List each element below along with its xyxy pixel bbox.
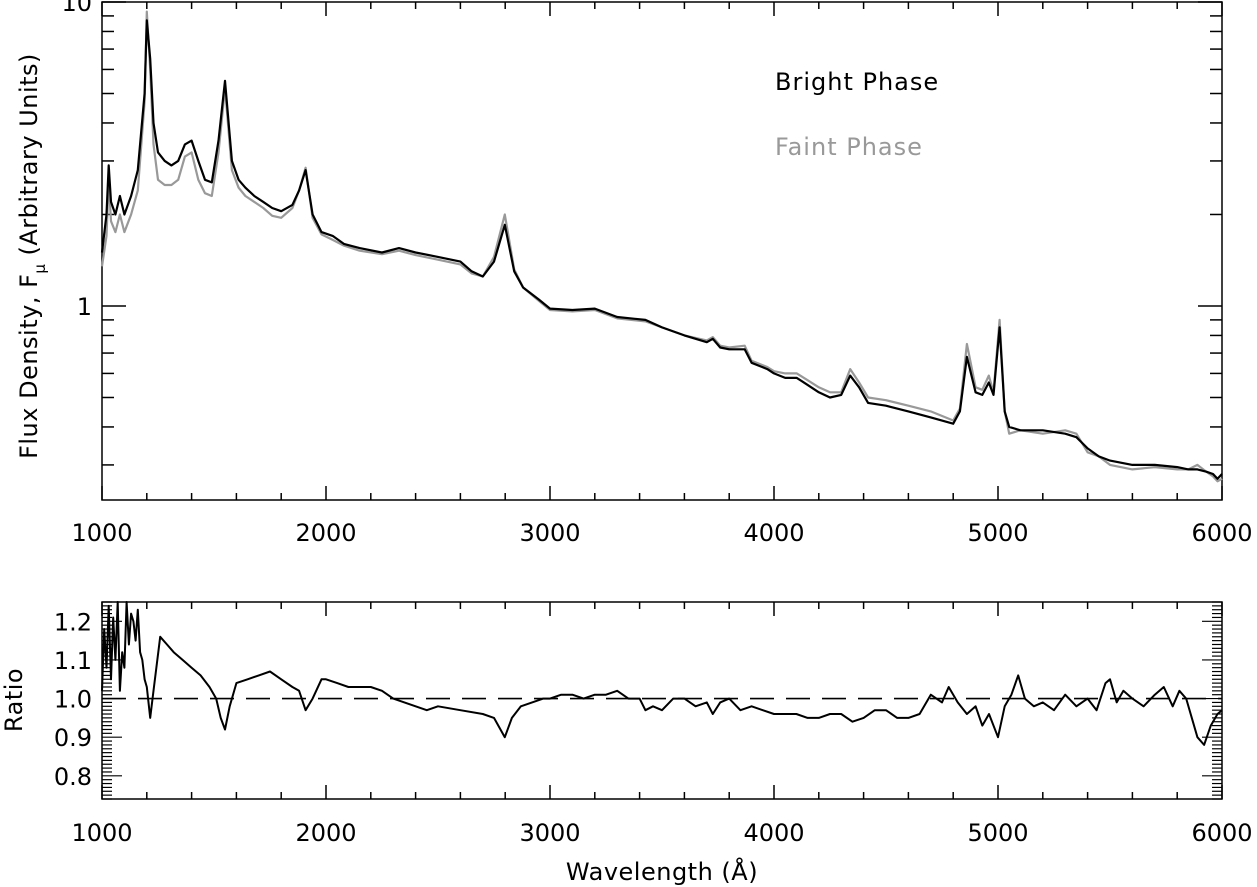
ylabel-main: Flux Density, F (15, 274, 43, 459)
bright-phase-line (100, 19, 1223, 480)
x-tick-label: 5000 (967, 519, 1028, 547)
ratio-line (101, 601, 1223, 746)
spectrum-tick-labels: 1000 2000 3000 4000 5000 6000 1 10 (61, 0, 1252, 547)
x-tick-label: 4000 (743, 519, 804, 547)
ratio-y-axis-title: Ratio (0, 668, 28, 732)
x-tick-label: 4000 (743, 819, 804, 847)
spectrum-series (100, 10, 1223, 483)
spectrum-ticks (101, 1, 1223, 500)
x-tick-label: 1000 (71, 519, 132, 547)
x-tick-label: 6000 (1191, 819, 1252, 847)
x-tick-label: 5000 (967, 819, 1028, 847)
ylabel-subscript: μ (31, 264, 49, 274)
x-tick-label: 2000 (295, 819, 356, 847)
y-tick-label: 1.2 (54, 608, 92, 636)
x-tick-label: 3000 (519, 519, 580, 547)
x-tick-label: 6000 (1191, 519, 1252, 547)
legend-faint-phase: Faint Phase (775, 133, 923, 161)
spectrum-panel: 1000 2000 3000 4000 5000 6000 1 10 Bright Phase… (15, 0, 1253, 547)
ratio-tick-labels: 1000 2000 3000 4000 5000 6000 0.8 0.9 1.0 1.1 1.2 (54, 608, 1253, 847)
faint-phase-line (100, 10, 1223, 483)
ratio-series (101, 601, 1223, 746)
y-tick-label: 1 (77, 293, 92, 321)
ratio-panel: 1000 2000 3000 4000 5000 60000.80.91.01.11.2 … (0, 601, 1253, 886)
legend-bright-phase: Bright Phase (775, 68, 939, 96)
y-tick-label: 10 (61, 0, 92, 17)
y-tick-label: 1.0 (54, 686, 92, 714)
x-tick-label: 2000 (295, 519, 356, 547)
x-axis-title: Wavelength (Å) (566, 857, 758, 886)
x-tick-label: 3000 (519, 819, 580, 847)
ratio-ticks (101, 601, 1223, 800)
spectrum-y-axis-title: Flux Density, Fμ (Arbitrary Units) (15, 53, 49, 459)
svg-text:Flux Density, Fμ(Arbitrary Uni: Flux Density, Fμ (Arbitrary Units) (15, 53, 49, 459)
ylabel-suffix: (Arbitrary Units) (15, 53, 43, 255)
spectrum-plot-frame (101, 1, 1223, 501)
ratio-plot-frame (101, 601, 1223, 800)
y-tick-label: 1.1 (54, 647, 92, 675)
x-tick-label: 1000 (71, 819, 132, 847)
y-tick-label: 0.9 (54, 724, 92, 752)
y-tick-label: 0.8 (54, 763, 92, 791)
